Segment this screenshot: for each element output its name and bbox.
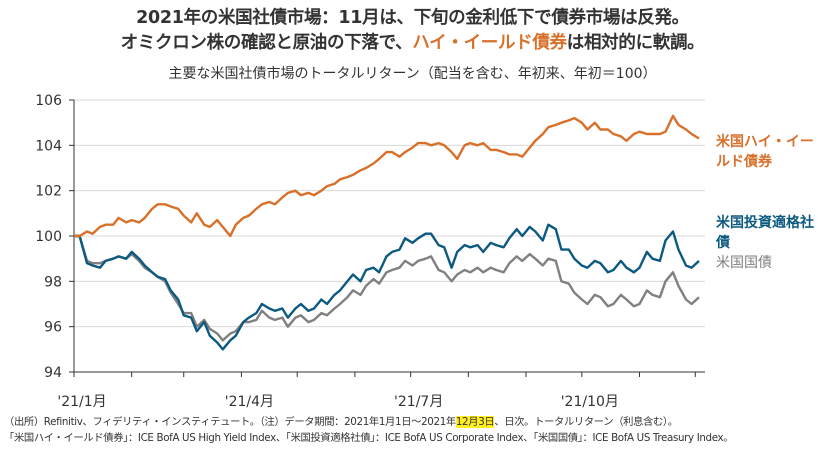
y-tick-label: 106 — [35, 93, 62, 109]
series-lines — [74, 114, 700, 351]
footnote-index-definitions: 「米国ハイ・イールド債券」：ICE BofA US High Yield Ind… — [4, 432, 734, 444]
y-tick-label: 100 — [35, 229, 62, 245]
series-line-investment-grade — [74, 223, 700, 351]
legend-treasury: 米国国債 — [716, 255, 772, 271]
x-tick-label: '21/10月 — [561, 394, 619, 410]
chart-subtitle: 主要な米国社債市場のトータルリターン（配当を含む、年初来、年初＝100） — [168, 66, 657, 82]
x-tick-label: '21/7月 — [394, 394, 443, 410]
x-tick-label: '21/1月 — [57, 394, 106, 410]
footnote-source-post: 、日次。トータルリターン（利息含む）。 — [494, 416, 678, 428]
y-tick-label: 98 — [44, 274, 62, 290]
x-axis-ticks: '21/1月 '21/4月 '21/7月 '21/10月 — [57, 372, 696, 410]
series-line-treasury — [74, 234, 700, 342]
y-tick-label: 102 — [35, 184, 62, 200]
headline-line-2: オミクロン株の確認と原油の下落で、ハイ・イールド債券は相対的に軟調。 — [0, 29, 825, 54]
headline-line-2-pre: オミクロン株の確認と原油の下落で、 — [120, 33, 413, 53]
y-tick-label: 104 — [35, 138, 62, 154]
headline-highlight-high-yield: ハイ・イールド債券 — [412, 33, 567, 53]
x-tick-label: '21/4月 — [225, 394, 274, 410]
footnote-source-pre: （出所）Refinitiv、フィデリティ・インスティテュート。（注）データ期間：… — [4, 416, 456, 428]
y-tick-label: 94 — [44, 365, 62, 381]
legend-investment-grade: 米国投資適格社債 — [716, 215, 814, 251]
series-line-high-yield — [74, 114, 700, 238]
headline-line-1: 2021年の米国社債市場：11月は、下旬の金利低下で債券市場は反発。 — [136, 8, 689, 28]
headline-line-2-post: は相対的に軟調。 — [566, 33, 705, 53]
gridlines — [74, 99, 705, 328]
legend-high-yield: 米国ハイ・イールド債券 — [716, 134, 814, 170]
y-axis-ticks: 94 96 98 100 102 104 106 — [35, 93, 74, 381]
footnote: （出所）Refinitiv、フィデリティ・インスティテュート。（注）データ期間：… — [4, 414, 824, 446]
y-tick-label: 96 — [44, 320, 62, 336]
footnote-highlighted-date: 12月3日 — [455, 416, 495, 428]
